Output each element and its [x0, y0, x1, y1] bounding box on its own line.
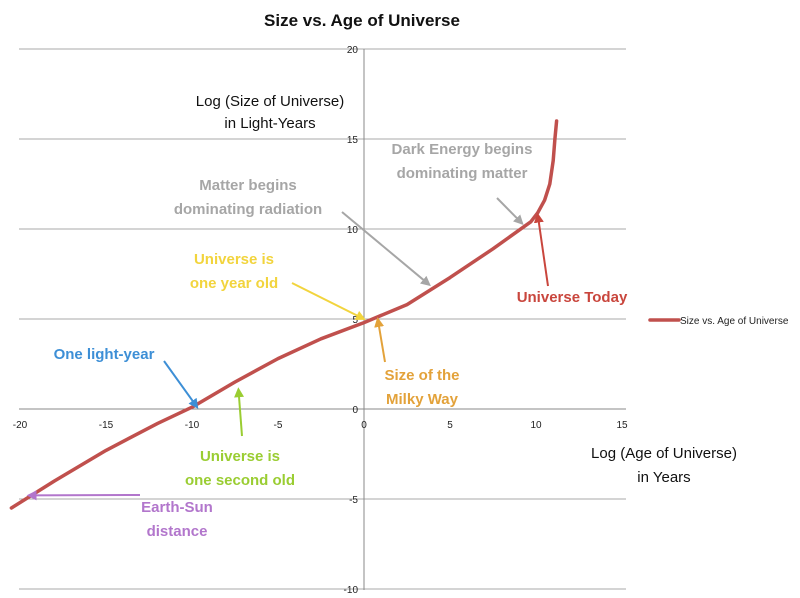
y-tick-label: 0 [352, 405, 358, 416]
series [9, 119, 559, 510]
y-tick-label: 10 [347, 225, 359, 236]
annotation-label: Size of the [384, 367, 459, 384]
y-tick-label: 5 [352, 315, 358, 326]
legend-label: Size vs. Age of Universe [680, 316, 789, 327]
x-tick-label: -15 [99, 420, 114, 431]
x-tick-label: 5 [447, 420, 453, 431]
annotation-arrow [374, 317, 386, 363]
series-line [9, 119, 559, 510]
annotation-label: Universe is [200, 448, 280, 465]
x-tick-label: -5 [274, 420, 283, 431]
annotation-arrow [291, 282, 366, 320]
x-tick-label: 10 [530, 420, 542, 431]
annotation-label: one year old [190, 275, 278, 292]
annotations: Dark Energy begins dominating matter Matte… [26, 141, 628, 540]
x-tick-label: -20 [13, 420, 28, 431]
annotation-label: distance [147, 523, 208, 540]
y-tick-label: 20 [347, 45, 359, 56]
annotation-arrow [496, 197, 524, 226]
annotation-arrow [163, 360, 199, 409]
y-axis-title-line-1: Log (Size of Universe) [196, 93, 344, 110]
annotation-arrow [234, 387, 245, 437]
annotation-label: dominating radiation [174, 201, 322, 218]
x-tick-label: -10 [185, 420, 200, 431]
y-tick-label: 15 [347, 135, 359, 146]
annotation-label: Milky Way [386, 391, 459, 408]
annotation-arrow [533, 212, 549, 287]
annotation-label: Matter begins [199, 177, 297, 194]
x-axis-title-line-2: in Years [637, 469, 690, 486]
annotation-label: Universe Today [517, 289, 628, 306]
annotation-label: Earth-Sun [141, 499, 213, 516]
annotation-arrow [341, 211, 431, 287]
x-tick-label: 15 [616, 420, 628, 431]
annotation-label: One light-year [54, 346, 155, 363]
x-axis-title-line-1: Log (Age of Universe) [591, 445, 737, 462]
annotation-label: Universe is [194, 251, 274, 268]
y-axis-title-line-2: in Light-Years [224, 115, 315, 132]
legend: Size vs. Age of Universe [648, 316, 789, 327]
y-tick-label: -5 [349, 495, 358, 506]
grid [19, 48, 626, 590]
annotation-label: one second old [185, 472, 295, 489]
y-tick-label: -10 [344, 585, 359, 596]
annotation-label: dominating matter [397, 165, 528, 182]
tick-labels: -20 -15 -10 -5 0 5 10 15 -10 -5 0 5 10 15 20 [13, 45, 628, 596]
chart-title: Size vs. Age of Universe [264, 11, 460, 30]
x-tick-label: 0 [361, 420, 367, 431]
annotation-label: Dark Energy begins [392, 141, 533, 158]
